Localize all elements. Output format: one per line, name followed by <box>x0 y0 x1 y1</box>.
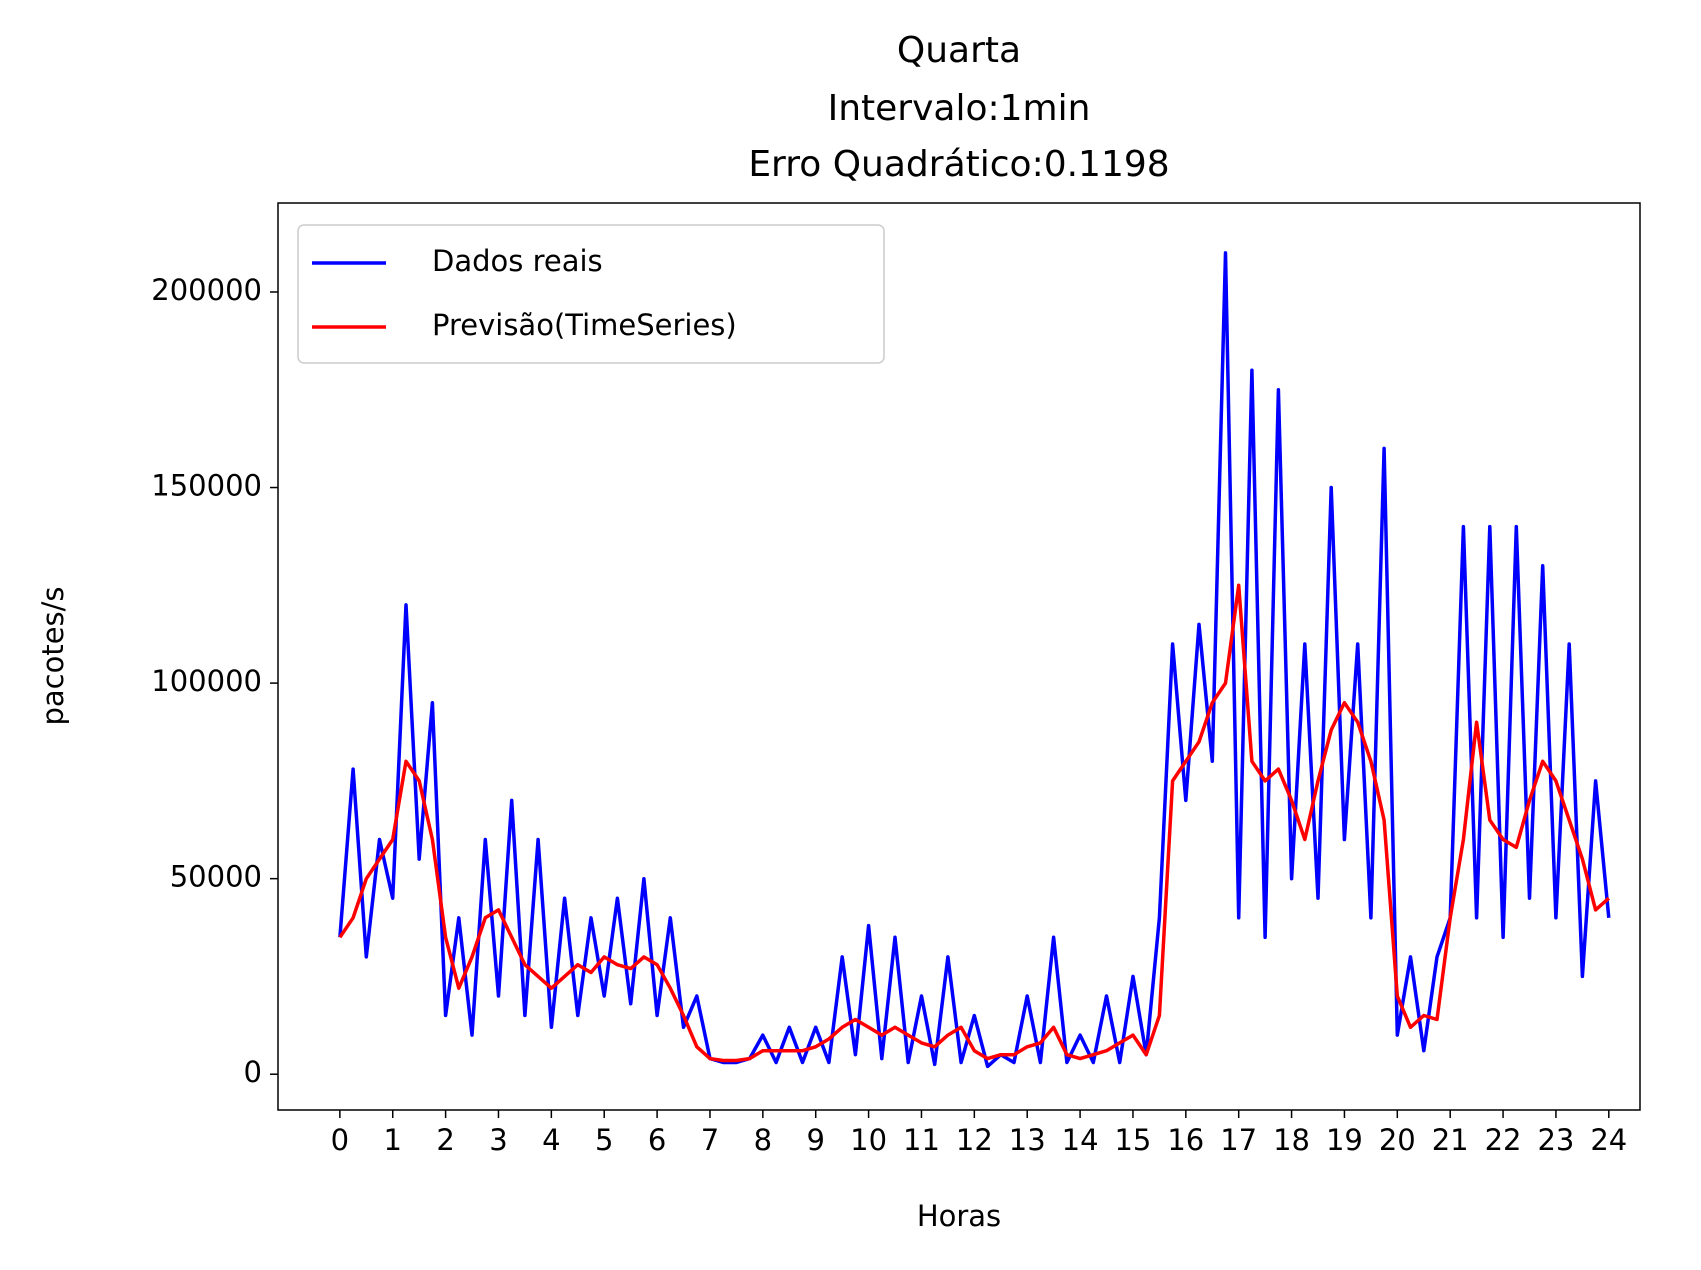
legend-box <box>297 224 885 364</box>
x-tick-label: 3 <box>489 1123 507 1157</box>
x-tick-label: 13 <box>1009 1123 1046 1157</box>
y-tick-label: 150000 <box>151 469 262 503</box>
x-tick-label: 22 <box>1485 1123 1522 1157</box>
x-tick-label: 15 <box>1114 1123 1151 1157</box>
x-tick-label: 8 <box>754 1123 772 1157</box>
x-tick-label: 10 <box>850 1123 887 1157</box>
legend-label: Previsão(TimeSeries) <box>432 308 737 342</box>
chart-title: Intervalo:1min <box>828 88 1091 129</box>
x-tick-label: 23 <box>1537 1123 1574 1157</box>
data-line <box>338 583 1610 1063</box>
y-tick-label: 200000 <box>151 273 262 307</box>
x-tick-label: 5 <box>595 1123 613 1157</box>
x-tick-label: 16 <box>1167 1123 1204 1157</box>
x-tick-label: 18 <box>1273 1123 1310 1157</box>
plot-frame <box>277 202 1641 1111</box>
x-tick-label: 17 <box>1220 1123 1257 1157</box>
x-tick-label: 21 <box>1432 1123 1469 1157</box>
x-tick-label: 9 <box>806 1123 824 1157</box>
y-tick-label: 0 <box>244 1055 262 1089</box>
x-tick-label: 7 <box>701 1123 719 1157</box>
x-tick-label: 2 <box>436 1123 454 1157</box>
chart-title: Erro Quadrático:0.1198 <box>748 144 1169 185</box>
x-tick-label: 11 <box>903 1123 940 1157</box>
x-tick-label: 1 <box>384 1123 402 1157</box>
x-tick-label: 0 <box>331 1123 349 1157</box>
x-tick-label: 24 <box>1590 1123 1627 1157</box>
chart-title: Quarta <box>897 30 1021 71</box>
legend-label: Dados reais <box>432 244 603 278</box>
x-tick-label: 20 <box>1379 1123 1416 1157</box>
x-tick-label: 4 <box>542 1123 560 1157</box>
y-axis-label: pacotes/s <box>36 586 70 725</box>
y-tick-label: 50000 <box>170 860 262 894</box>
x-tick-label: 12 <box>956 1123 993 1157</box>
x-tick-label: 6 <box>648 1123 666 1157</box>
y-tick-label: 100000 <box>151 664 262 698</box>
x-tick-label: 19 <box>1326 1123 1363 1157</box>
data-line <box>338 251 1611 1069</box>
x-axis-label: Horas <box>917 1199 1001 1233</box>
x-tick-label: 14 <box>1062 1123 1099 1157</box>
